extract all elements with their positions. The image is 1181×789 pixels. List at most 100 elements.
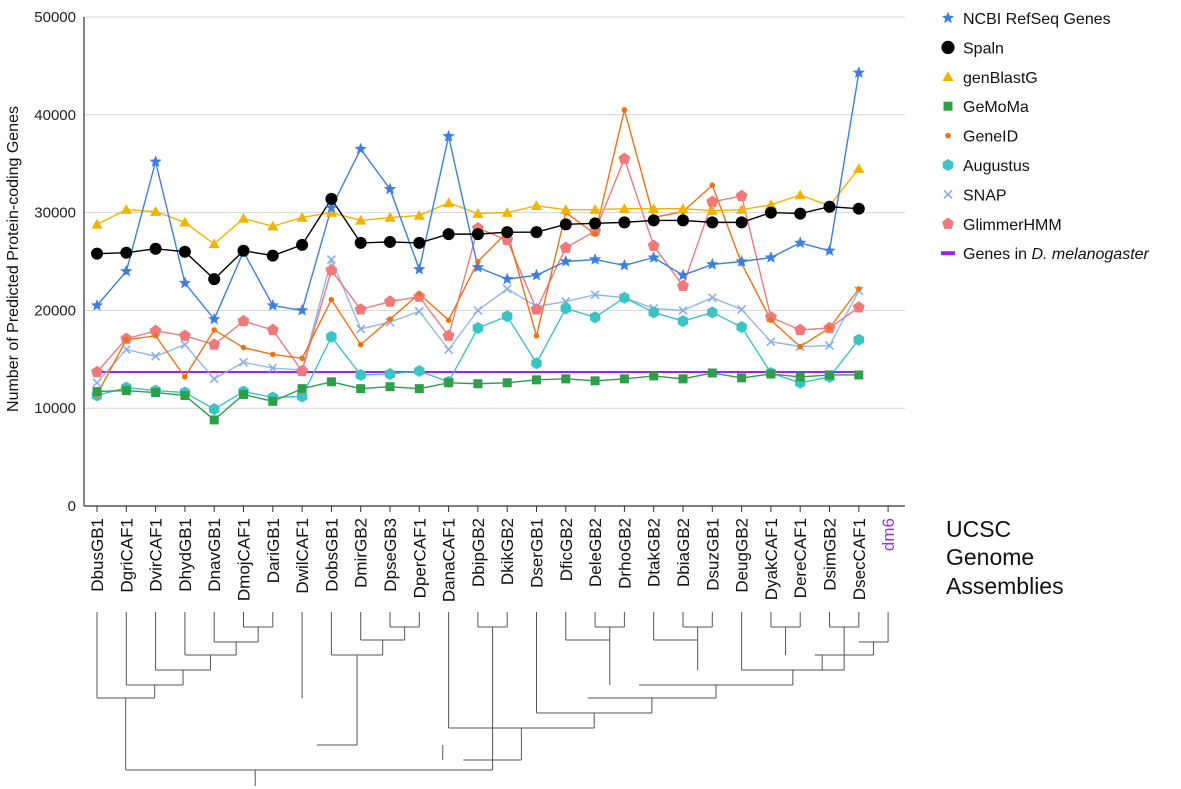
data-point: [472, 208, 484, 218]
x-mark-stroke: [121, 344, 131, 355]
data-point: [121, 386, 131, 396]
data-point: [589, 311, 601, 324]
legend-marker: [942, 217, 954, 229]
x-mark-stroke: [356, 324, 366, 334]
x-mark-stroke: [473, 305, 483, 315]
data-point: [240, 344, 247, 351]
data-point: [299, 355, 305, 362]
data-point: [414, 365, 425, 378]
data-point: [384, 211, 396, 222]
data-point: [590, 376, 600, 386]
data-point: [296, 364, 309, 377]
data-point: [589, 217, 602, 230]
y-tick-label: 30000: [34, 205, 76, 222]
data-point: [676, 268, 690, 281]
data-point: [856, 286, 862, 292]
data-point: [120, 246, 133, 259]
data-point: [297, 384, 307, 394]
data-point: [384, 295, 396, 307]
data-point: [266, 323, 279, 336]
data-point: [677, 279, 689, 292]
data-point: [707, 368, 717, 378]
x-tick-label: DeugGB2: [733, 518, 752, 593]
x-mark-stroke: [824, 341, 835, 351]
x-tick-label: DkikGB2: [498, 518, 517, 585]
data-point: [326, 377, 336, 387]
data-point: [619, 291, 630, 304]
y-tick-label: 40000: [34, 107, 76, 124]
legend-marker: [941, 11, 955, 24]
data-point: [592, 231, 598, 237]
data-point: [384, 235, 396, 248]
side-label-line-3: Assemblies: [946, 573, 1064, 599]
data-point: [413, 210, 425, 220]
legend-label: GeMoMa: [963, 99, 1029, 116]
data-point: [178, 276, 192, 289]
data-point: [208, 238, 220, 249]
data-point: [413, 236, 426, 249]
data-point: [677, 214, 689, 227]
legend: NCBI RefSeq Genes Spaln genBlastG GeMoMa Gen…: [941, 11, 1150, 263]
x-mark-stroke: [678, 305, 688, 315]
data-point: [854, 370, 864, 380]
data-point: [325, 192, 338, 205]
data-point: [270, 351, 276, 358]
data-point: [414, 384, 424, 394]
data-point: [735, 189, 748, 202]
x-tick-label: DmirGB2: [352, 518, 371, 588]
data-point: [416, 290, 423, 297]
data-point: [267, 220, 279, 231]
legend-label: GlimmerHMM: [963, 217, 1062, 234]
x-mark-stroke: [238, 357, 249, 367]
data-point: [502, 378, 512, 388]
data-point: [179, 216, 191, 227]
data-point: [677, 203, 689, 213]
data-point: [532, 375, 541, 385]
data-point: [442, 129, 455, 142]
data-point: [266, 299, 279, 311]
data-point: [92, 378, 102, 388]
x-tick-label: DeleGB2: [586, 518, 605, 587]
data-point: [588, 253, 602, 265]
data-point: [211, 327, 217, 333]
x-mark-stroke: [737, 304, 747, 314]
data-point: [471, 260, 485, 273]
x-tick-label: DanaCAF1: [440, 518, 459, 602]
x-mark-stroke: [590, 290, 600, 300]
data-point: [766, 369, 776, 379]
x-mark-stroke: [92, 378, 102, 388]
data-point: [326, 330, 337, 343]
side-label-line-2: Genome: [946, 544, 1034, 570]
data-point: [384, 367, 396, 380]
data-point: [766, 337, 776, 347]
data-point: [589, 204, 601, 214]
data-point: [560, 302, 571, 315]
data-point: [296, 211, 308, 222]
x-tick-label: DpseGB3: [381, 518, 400, 592]
legend-label: GeneID: [963, 129, 1018, 146]
data-point: [120, 264, 133, 277]
data-point: [794, 236, 807, 249]
data-point: [764, 251, 778, 263]
data-point: [442, 329, 455, 341]
data-point: [445, 317, 452, 323]
data-point: [533, 333, 540, 339]
x-mark-stroke: [414, 306, 424, 316]
data-point: [239, 390, 248, 400]
data-point: [387, 316, 393, 323]
data-point: [354, 303, 367, 315]
data-point: [826, 325, 833, 331]
x-mark-stroke: [151, 351, 161, 361]
data-point: [91, 247, 103, 260]
data-point: [121, 344, 131, 355]
data-point: [794, 189, 806, 200]
data-point: [737, 304, 747, 314]
x-mark-stroke: [268, 363, 278, 373]
y-tick-label: 10000: [34, 400, 76, 417]
legend-marker: [942, 71, 954, 82]
x-mark-stroke: [766, 337, 776, 347]
x-tick-label: DserGB1: [528, 518, 547, 588]
data-point: [647, 239, 660, 251]
data-point: [678, 305, 688, 315]
